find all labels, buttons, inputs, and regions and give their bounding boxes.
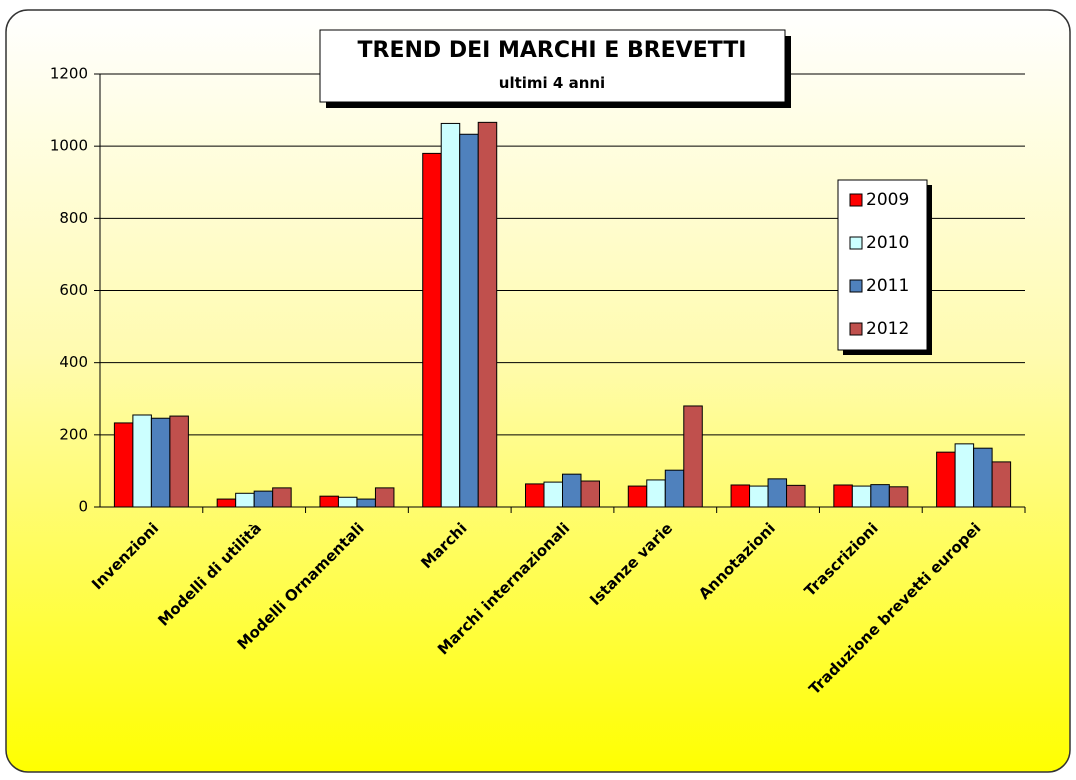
bar xyxy=(525,483,545,508)
bar xyxy=(216,498,237,508)
y-tick-label: 1200 xyxy=(50,65,88,83)
bar xyxy=(954,443,975,508)
bar xyxy=(888,486,909,508)
y-tick-label: 200 xyxy=(59,425,88,443)
bar xyxy=(973,447,993,508)
bar xyxy=(477,121,498,508)
bar xyxy=(374,487,395,508)
bar xyxy=(730,484,751,508)
bar xyxy=(767,478,788,508)
bar xyxy=(132,414,152,508)
bar xyxy=(664,469,685,508)
bar xyxy=(272,487,292,508)
background xyxy=(5,9,1071,773)
bar xyxy=(562,473,582,508)
bar xyxy=(235,492,255,508)
bar xyxy=(356,498,376,508)
bar xyxy=(440,122,461,508)
bar xyxy=(253,490,274,508)
y-tick-label: 800 xyxy=(59,209,88,227)
legend-label: 2012 xyxy=(866,319,909,339)
bar xyxy=(319,495,339,508)
bar xyxy=(337,496,358,508)
bar xyxy=(150,417,171,508)
y-tick-label: 1000 xyxy=(50,137,88,155)
bar xyxy=(683,405,703,508)
bar xyxy=(543,481,563,508)
bar xyxy=(459,133,479,508)
bar xyxy=(627,485,648,508)
legend-label: 2010 xyxy=(866,233,909,253)
chart-title: TREND DEI MARCHI E BREVETTI xyxy=(358,38,747,63)
bar xyxy=(646,479,666,508)
y-tick-label: 400 xyxy=(59,353,88,371)
title-box xyxy=(319,29,786,103)
y-tick-label: 600 xyxy=(59,281,88,299)
bar xyxy=(749,485,769,508)
legend-swatch xyxy=(849,193,863,207)
bar xyxy=(786,484,806,508)
chart-subtitle: ultimi 4 anni xyxy=(499,74,605,92)
bar xyxy=(169,415,189,508)
legend-label: 2009 xyxy=(866,190,909,210)
bar xyxy=(991,461,1012,508)
bar xyxy=(422,152,442,508)
legend-swatch xyxy=(849,236,863,250)
legend-swatch xyxy=(849,322,863,336)
legend-label: 2011 xyxy=(866,276,909,296)
bar xyxy=(833,484,853,508)
bar xyxy=(113,422,134,508)
y-tick-label: 0 xyxy=(78,498,88,516)
legend xyxy=(837,179,928,351)
bar xyxy=(936,451,956,508)
bar xyxy=(851,485,872,508)
bar xyxy=(580,480,600,508)
bar xyxy=(870,484,890,508)
legend-swatch xyxy=(849,279,863,293)
